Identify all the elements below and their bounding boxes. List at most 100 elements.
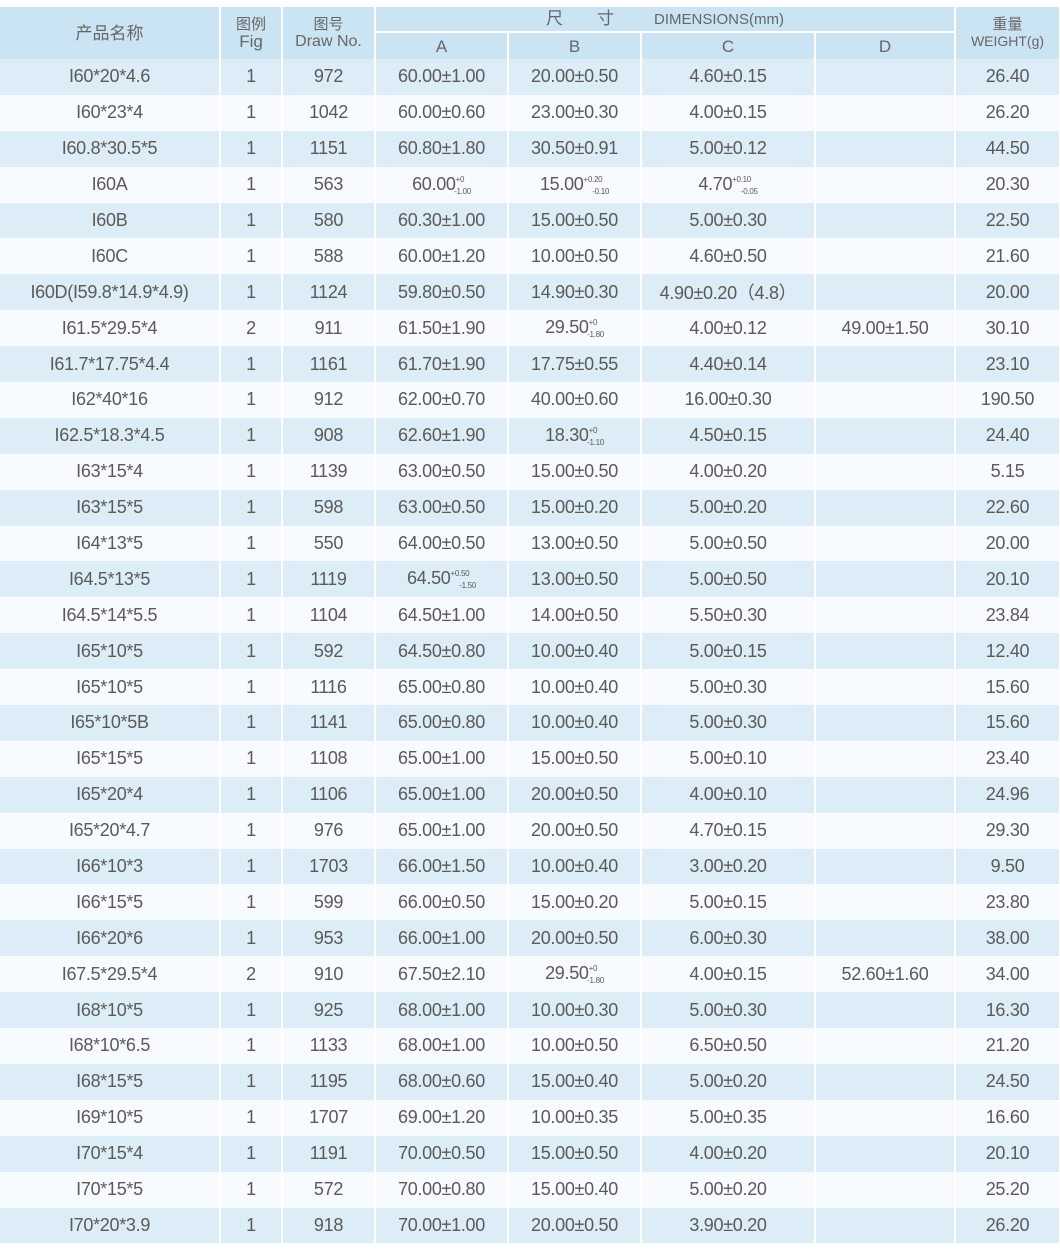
cell-dim-c: 5.00±0.12 xyxy=(641,130,816,167)
cell-dim-b: 13.00±0.50 xyxy=(508,561,642,598)
cell-dim-a: 67.50±2.10 xyxy=(375,956,509,993)
cell-dim-a: 62.00±0.70 xyxy=(375,382,509,418)
cell-fig: 1 xyxy=(220,669,283,706)
cell-dim-c: 4.90±0.20（4.8） xyxy=(641,274,816,311)
cell-draw-no: 1703 xyxy=(282,848,376,885)
cell-dim-c: 4.00±0.12 xyxy=(641,310,816,347)
table-row: I68*10*5 1 925 68.00±1.00 10.00±0.30 5.00±0.3… xyxy=(0,992,1060,1029)
cell-dim-c: 3.00±0.20 xyxy=(641,848,816,885)
cell-dim-a: 68.00±1.00 xyxy=(375,1028,509,1064)
tolerance-value: 4.70+0.10-0.05 xyxy=(698,173,758,196)
cell-dim-b: 10.00±0.40 xyxy=(508,669,642,706)
cell-dim-b: 10.00±0.50 xyxy=(508,238,642,275)
cell-name: I63*15*4 xyxy=(0,453,221,490)
cell-dim-b: 14.00±0.50 xyxy=(508,597,642,634)
table-row: I70*20*3.9 1 918 70.00±1.00 20.00±0.50 3.90±0… xyxy=(0,1207,1060,1244)
cell-dim-d xyxy=(815,1135,956,1172)
table-row: I60A 1 563 60.00+0-1.00 15.00+0.20-0.10 4.70+… xyxy=(0,166,1060,203)
cell-dim-c: 4.50±0.15 xyxy=(641,417,816,454)
cell-draw-no: 1108 xyxy=(282,740,376,777)
cell-fig: 1 xyxy=(220,1135,283,1172)
header-fig: 图例 Fig xyxy=(220,7,283,59)
cell-draw-no: 953 xyxy=(282,920,376,957)
cell-draw-no: 598 xyxy=(282,489,376,526)
cell-weight: 24.50 xyxy=(955,1063,1060,1100)
cell-draw-no: 550 xyxy=(282,525,376,562)
cell-dim-d xyxy=(815,130,956,167)
cell-dim-a: 66.00±1.50 xyxy=(375,848,509,885)
cell-fig: 1 xyxy=(220,489,283,526)
cell-draw-no: 1104 xyxy=(282,597,376,634)
cell-name: I60.8*30.5*5 xyxy=(0,130,221,167)
cell-name: I63*15*5 xyxy=(0,489,221,526)
cell-name: I65*10*5 xyxy=(0,633,221,670)
cell-dim-c: 5.00±0.15 xyxy=(641,633,816,670)
cell-dim-c: 5.00±0.35 xyxy=(641,1099,816,1136)
cell-dim-a: 59.80±0.50 xyxy=(375,274,509,311)
header-c: C xyxy=(641,31,816,59)
cell-dim-d xyxy=(815,94,956,131)
cell-name: I60B xyxy=(0,202,221,239)
cell-fig: 1 xyxy=(220,992,283,1029)
cell-dim-c: 4.00±0.15 xyxy=(641,94,816,131)
cell-name: I68*10*5 xyxy=(0,992,221,1029)
cell-dim-a: 70.00±1.00 xyxy=(375,1207,509,1244)
cell-dim-d xyxy=(815,740,956,777)
cell-name: I60*20*4.6 xyxy=(0,59,221,95)
cell-weight: 22.50 xyxy=(955,202,1060,239)
cell-dim-b: 20.00±0.50 xyxy=(508,1207,642,1244)
cell-dim-a: 65.00±0.80 xyxy=(375,705,509,741)
tolerance-value: 29.50+0-1.80 xyxy=(545,963,604,986)
cell-fig: 1 xyxy=(220,1207,283,1244)
cell-weight: 23.80 xyxy=(955,884,1060,921)
cell-dim-d xyxy=(815,489,956,526)
cell-draw-no: 1195 xyxy=(282,1063,376,1100)
cell-dim-c: 6.00±0.30 xyxy=(641,920,816,957)
cell-dim-b: 14.90±0.30 xyxy=(508,274,642,311)
cell-name: I62.5*18.3*4.5 xyxy=(0,417,221,454)
cell-fig: 1 xyxy=(220,597,283,634)
table-row: I62.5*18.3*4.5 1 908 62.60±1.90 18.30+0-1.10… xyxy=(0,417,1060,454)
tolerance-value: 60.00+0-1.00 xyxy=(412,173,471,196)
cell-dim-a: 61.50±1.90 xyxy=(375,310,509,347)
cell-weight: 15.60 xyxy=(955,669,1060,706)
cell-dim-c: 5.00±0.20 xyxy=(641,1171,816,1208)
header-fig-en: Fig xyxy=(239,31,263,51)
cell-dim-d xyxy=(815,59,956,95)
table-row: I68*10*6.5 1 1133 68.00±1.00 10.00±0.50 6.50±… xyxy=(0,1028,1060,1064)
cell-dim-c: 5.50±0.30 xyxy=(641,597,816,634)
cell-weight: 16.30 xyxy=(955,992,1060,1029)
cell-name: I70*20*3.9 xyxy=(0,1207,221,1244)
cell-fig: 1 xyxy=(220,1063,283,1100)
table-row: I65*10*5 1 1116 65.00±0.80 10.00±0.40 5.00±0.… xyxy=(0,669,1060,706)
header-dimensions: 尺 寸 DIMENSIONS(mm) xyxy=(375,7,956,32)
cell-weight: 24.40 xyxy=(955,417,1060,454)
table-row: I60.8*30.5*5 1 1151 60.80±1.80 30.50±0.91 5.0… xyxy=(0,130,1060,167)
cell-fig: 1 xyxy=(220,740,283,777)
cell-draw-no: 912 xyxy=(282,382,376,418)
cell-dim-b: 15.00±0.20 xyxy=(508,884,642,921)
cell-draw-no: 1151 xyxy=(282,130,376,167)
cell-draw-no: 588 xyxy=(282,238,376,275)
cell-name: I61.7*17.75*4.4 xyxy=(0,346,221,383)
cell-fig: 1 xyxy=(220,525,283,562)
cell-weight: 26.20 xyxy=(955,94,1060,131)
cell-weight: 190.50 xyxy=(955,382,1060,418)
cell-dim-d xyxy=(815,776,956,813)
table-row: I60D(I59.8*14.9*4.9) 1 1124 59.80±0.50 14.90… xyxy=(0,274,1060,311)
cell-weight: 20.10 xyxy=(955,1135,1060,1172)
cell-dim-b: 15.00±0.40 xyxy=(508,1171,642,1208)
table-row: I61.7*17.75*4.4 1 1161 61.70±1.90 17.75±0.55… xyxy=(0,346,1060,383)
cell-weight: 15.60 xyxy=(955,705,1060,741)
cell-dim-d xyxy=(815,597,956,634)
cell-draw-no: 1161 xyxy=(282,346,376,383)
cell-name: I61.5*29.5*4 xyxy=(0,310,221,347)
table-row: I60*23*4 1 1042 60.00±0.60 23.00±0.30 4.00±0.… xyxy=(0,94,1060,131)
cell-dim-c: 4.00±0.20 xyxy=(641,453,816,490)
cell-name: I66*15*5 xyxy=(0,884,221,921)
cell-dim-d xyxy=(815,238,956,275)
cell-dim-b: 15.00±0.50 xyxy=(508,202,642,239)
cell-draw-no: 908 xyxy=(282,417,376,454)
cell-dim-d xyxy=(815,1063,956,1100)
cell-dim-b: 15.00±0.40 xyxy=(508,1063,642,1100)
